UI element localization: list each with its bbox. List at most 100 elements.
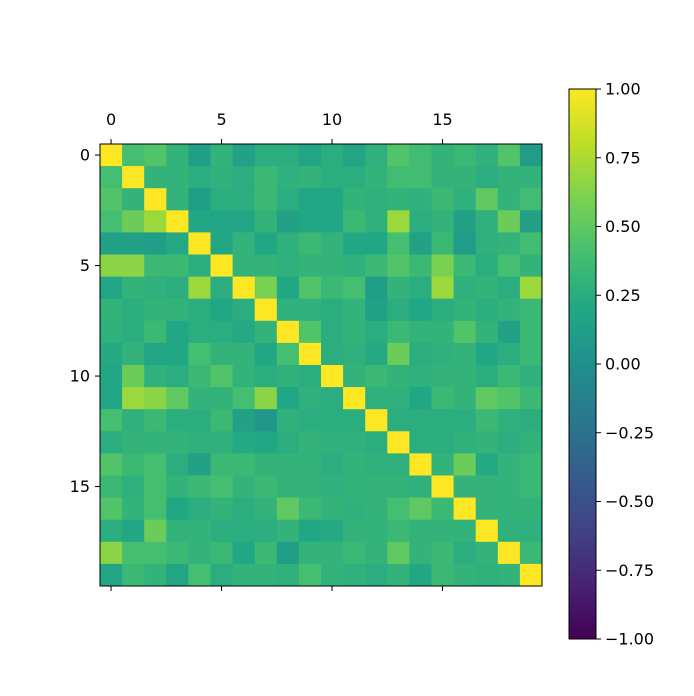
heatmap-cell-17-1 [122,519,145,543]
heatmap-cell-18-1 [122,541,145,565]
heatmap-cell-13-16 [453,431,477,454]
heatmap-cell-11-14 [409,387,432,410]
heatmap-cell-12-18 [497,409,521,432]
heatmap-cell-4-13 [387,232,410,255]
heatmap-cell-7-7 [254,298,278,322]
heatmap-cell-11-12 [365,387,388,410]
heatmap-cell-10-7 [254,365,278,388]
heatmap-cell-10-4 [188,365,211,388]
heatmap-cell-17-17 [475,519,499,543]
heatmap-cell-9-13 [387,342,410,366]
heatmap-cell-10-14 [409,365,432,388]
heatmap-cell-13-4 [188,431,211,454]
heatmap-cell-8-13 [387,320,410,344]
heatmap-cell-19-1 [122,563,145,587]
heatmap-cell-5-2 [144,254,167,277]
heatmap-cell-19-8 [276,563,300,587]
heatmap-cell-18-4 [188,541,211,565]
colorbar [568,88,597,640]
heatmap-cell-18-15 [431,541,454,565]
heatmap-cell-16-0 [100,497,123,521]
heatmap-cell-2-14 [409,188,432,211]
heatmap-cell-14-7 [254,453,278,476]
heatmap-cell-5-16 [453,254,477,277]
heatmap-cell-8-8 [276,320,300,344]
heatmap-cell-18-7 [254,541,278,565]
heatmap-cell-5-9 [298,254,322,277]
heatmap-cell-12-8 [276,409,300,432]
heatmap-cell-4-18 [497,232,521,255]
heatmap-cell-4-0 [100,232,123,255]
heatmap-cell-18-2 [144,541,167,565]
heatmap-cell-0-9 [298,144,322,167]
heatmap-cell-8-2 [144,320,167,344]
heatmap-cell-2-1 [122,188,145,211]
heatmap-cell-6-12 [365,276,388,300]
heatmap-cell-19-16 [453,563,477,587]
heatmap-cell-19-11 [343,563,366,587]
heatmap-cell-14-6 [232,453,256,476]
heatmap-cell-5-0 [100,254,123,277]
heatmap-cell-5-12 [365,254,388,277]
heatmap-cell-19-4 [188,563,211,587]
heatmap-cell-10-19 [519,365,543,388]
heatmap-cell-10-13 [387,365,410,388]
heatmap-cell-16-8 [276,497,300,521]
heatmap-cell-7-6 [232,298,256,322]
heatmap-cell-18-5 [210,541,233,565]
heatmap-cell-14-14 [409,453,432,476]
heatmap-cell-0-17 [475,144,499,167]
heatmap-cell-16-15 [431,497,454,521]
heatmap-cell-17-12 [365,519,388,543]
heatmap-cell-11-13 [387,387,410,410]
heatmap-cell-0-2 [144,144,167,167]
heatmap-cell-9-5 [210,342,233,366]
heatmap-cell-3-14 [409,210,432,233]
heatmap-cell-15-6 [232,475,256,498]
heatmap-cell-13-10 [321,431,344,454]
heatmap-cell-11-19 [519,387,543,410]
heatmap-cell-15-13 [387,475,410,498]
heatmap-cell-16-4 [188,497,211,521]
heatmap-cell-3-17 [475,210,499,233]
heatmap-cell-13-13 [387,431,410,454]
heatmap-cell-11-4 [188,387,211,410]
heatmap-cell-15-7 [254,475,278,498]
heatmap-cell-11-10 [321,387,344,410]
heatmap-cell-11-17 [475,387,499,410]
heatmap-cell-2-8 [276,188,300,211]
heatmap-cell-9-10 [321,342,344,366]
heatmap-cell-7-13 [387,298,410,322]
heatmap-cell-3-7 [254,210,278,233]
heatmap-cell-3-11 [343,210,366,233]
heatmap-cell-16-11 [343,497,366,521]
heatmap-cell-14-10 [321,453,344,476]
heatmap-cell-17-19 [519,519,543,543]
heatmap-cell-17-8 [276,519,300,543]
heatmap-cell-4-16 [453,232,477,255]
heatmap-cell-19-2 [144,563,167,587]
heatmap-cell-16-5 [210,497,233,521]
heatmap-cell-9-3 [166,342,189,366]
heatmap-cell-19-5 [210,563,233,587]
heatmap-cell-4-8 [276,232,300,255]
heatmap-cell-2-9 [298,188,322,211]
heatmap-cell-18-18 [497,541,521,565]
heatmap-cell-8-0 [100,320,123,344]
heatmap-cells [100,144,543,587]
heatmap-cell-2-19 [519,188,543,211]
heatmap-cell-19-17 [475,563,499,587]
heatmap-cell-7-4 [188,298,211,322]
heatmap-cell-15-15 [431,475,454,498]
heatmap-cell-0-7 [254,144,278,167]
heatmap-cell-12-2 [144,409,167,432]
heatmap-cell-5-8 [276,254,300,277]
heatmap-cell-13-7 [254,431,278,454]
heatmap-cell-4-10 [321,232,344,255]
heatmap-cell-1-0 [100,166,123,189]
heatmap-cell-10-15 [431,365,454,388]
heatmap-cell-3-18 [497,210,521,233]
heatmap-cell-8-10 [321,320,344,344]
heatmap-cell-2-0 [100,188,123,211]
heatmap-cell-2-3 [166,188,189,211]
